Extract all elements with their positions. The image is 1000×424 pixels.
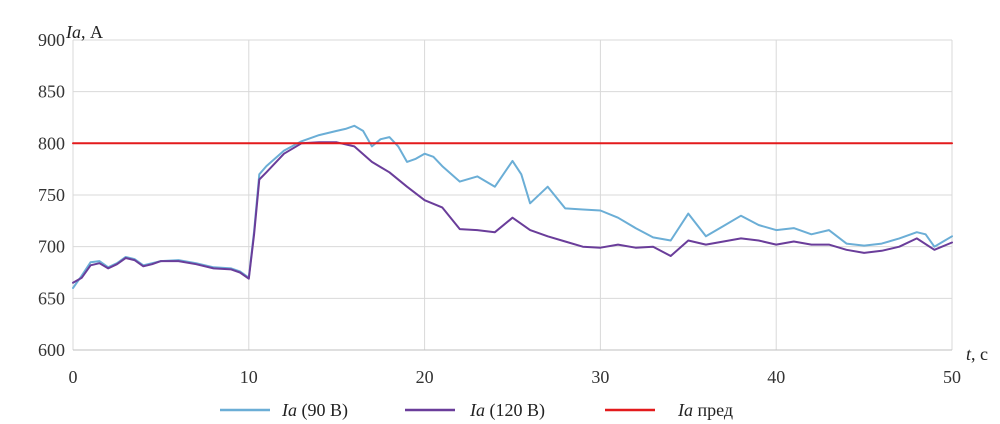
legend-label-2: Ia пред: [677, 400, 733, 420]
y-tick-label-3: 750: [38, 185, 65, 205]
legend-item-2: Ia пред: [605, 400, 733, 420]
legend-label-1-rest: (120 В): [485, 400, 545, 421]
series-line-0: [72, 124, 953, 289]
y-tick-label-6: 900: [38, 30, 65, 50]
y-axis-label-unit: , А: [81, 22, 103, 42]
legend-label-0-rest: (90 В): [297, 400, 348, 421]
x-axis-label: t, с: [966, 344, 988, 364]
x-tick-label-3: 30: [591, 367, 609, 387]
x-axis-label-var: t: [966, 344, 972, 364]
series-line-1: [72, 141, 953, 284]
y-tick-label-2: 700: [38, 237, 65, 257]
x-tick-label-1: 10: [240, 367, 258, 387]
x-tick-labels: 0 10 20 30 40 50: [69, 367, 962, 387]
legend-label-0-var: Ia: [281, 400, 297, 420]
x-tick-label-0: 0: [69, 367, 78, 387]
legend: Ia (90 В) Ia (120 В) Ia пред: [220, 400, 733, 421]
y-tick-label-4: 800: [38, 133, 65, 153]
grid: [72, 39, 953, 351]
series-layer: [72, 124, 953, 289]
legend-item-0: Ia (90 В): [220, 400, 348, 421]
legend-item-1: Ia (120 В): [405, 400, 545, 421]
x-tick-label-5: 50: [943, 367, 961, 387]
x-tick-label-4: 40: [767, 367, 785, 387]
legend-label-2-var: Ia: [677, 400, 693, 420]
y-tick-label-0: 600: [38, 340, 65, 360]
y-axis-label-var: Ia: [65, 22, 81, 42]
y-tick-label-1: 650: [38, 288, 65, 308]
y-axis-label: Ia, А: [65, 22, 103, 42]
y-tick-label-5: 850: [38, 82, 65, 102]
legend-label-1-var: Ia: [469, 400, 485, 420]
legend-label-1: Ia (120 В): [469, 400, 545, 421]
y-tick-labels: 600 650 700 750 800 850 900: [38, 30, 65, 360]
legend-label-0: Ia (90 В): [281, 400, 348, 421]
x-tick-label-2: 20: [416, 367, 434, 387]
x-axis-label-unit: , с: [971, 344, 988, 364]
legend-label-2-rest: пред: [693, 400, 733, 420]
